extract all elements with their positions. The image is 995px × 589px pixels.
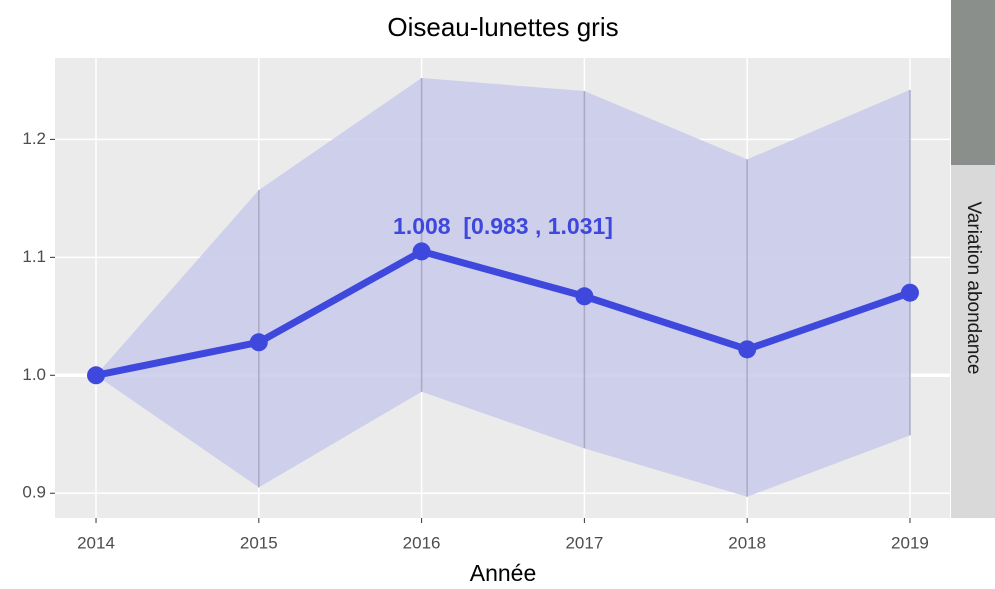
point	[413, 242, 431, 260]
x-tick-label: 2018	[728, 533, 766, 552]
facet-label: Variation abondance	[963, 202, 984, 375]
x-tick-label: 2016	[403, 533, 441, 552]
point	[250, 333, 268, 351]
photo	[951, 0, 995, 165]
x-axis-title: Année	[470, 560, 537, 586]
y-tick-label: 0.9	[22, 483, 46, 502]
page: {"chart_data": {"type": "line", "title":…	[0, 0, 995, 589]
point	[575, 287, 593, 305]
y-tick-label: 1.1	[22, 247, 46, 266]
x-tick-label: 2017	[565, 533, 603, 552]
y-tick-label: 1.0	[22, 365, 46, 384]
chart: Variation abondance Oiseau-lunettes gris…	[0, 0, 995, 589]
x-tick-label: 2019	[891, 533, 929, 552]
y-tick-label: 1.2	[22, 129, 46, 148]
point	[901, 284, 919, 302]
x-tick-label: 2015	[240, 533, 278, 552]
annotation: 1.008 [0.983 , 1.031]	[393, 213, 613, 239]
point	[738, 340, 756, 358]
point	[87, 366, 105, 384]
x-tick-label: 2014	[77, 533, 115, 552]
chart-title: Oiseau-lunettes gris	[387, 12, 618, 42]
